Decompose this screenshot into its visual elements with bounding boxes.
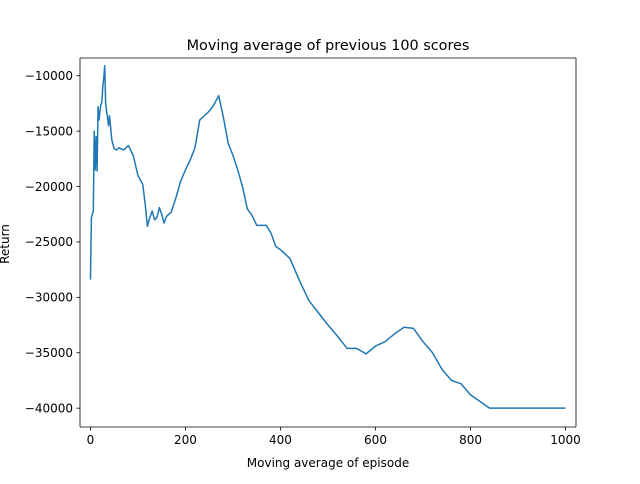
y-axis-label: Return (0, 224, 12, 264)
chart-title: Moving average of previous 100 scores (187, 38, 470, 54)
y-tick-label: −40000 (25, 401, 73, 415)
series-line-0 (89, 65, 566, 409)
plot-area: 0 200 400 600 800 1000 −40000 −35000 −30000 −2500… (25, 57, 581, 447)
x-tick-label: 1000 (550, 433, 581, 447)
x-tick-label: 400 (269, 433, 292, 447)
y-tick-label: −30000 (25, 291, 73, 305)
y-tick-label: −15000 (25, 124, 73, 138)
x-tick-label: 800 (459, 433, 482, 447)
y-tick-label: −25000 (25, 235, 73, 249)
x-tick-label: 600 (364, 433, 387, 447)
x-tick-label: 0 (87, 433, 95, 447)
y-tick-label: −20000 (25, 180, 73, 194)
x-tick-label: 200 (174, 433, 197, 447)
x-axis-label: Moving average of episode (247, 456, 409, 470)
y-tick-label: −35000 (25, 346, 73, 360)
y-tick-label: −10000 (25, 69, 73, 83)
